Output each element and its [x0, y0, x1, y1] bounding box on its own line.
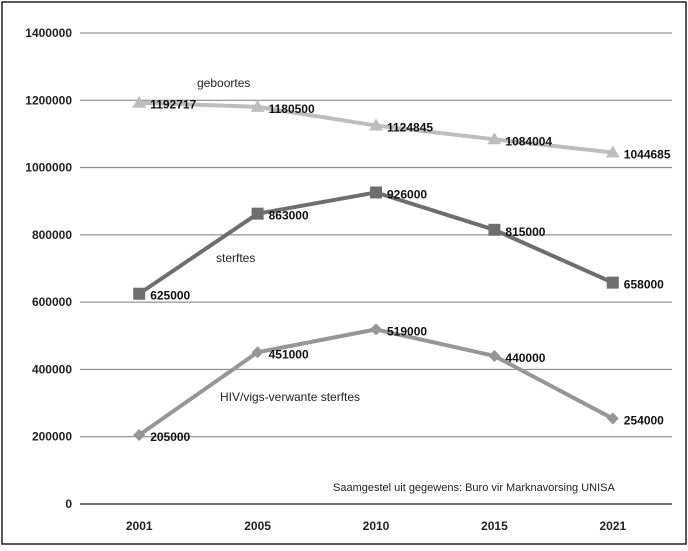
x-axis-ticks: 2001 2005 2010 2015 2021: [126, 519, 627, 533]
data-point: [370, 186, 382, 199]
data-label: 625000: [150, 289, 190, 303]
data-point: [369, 118, 383, 131]
data-label: 1192717: [150, 98, 196, 112]
data-point: [606, 412, 619, 425]
data-label: 1044685: [624, 148, 671, 162]
y-axis-ticks: 0 200000 400000 600000 800000 1000000 1200000 1…: [25, 26, 72, 511]
data-label: 205000: [150, 430, 190, 444]
gridlines: [80, 32, 672, 438]
data-label: 815000: [505, 225, 545, 239]
x-tick-label: 2015: [481, 519, 508, 533]
data-point: [251, 207, 264, 220]
x-tick-label: 2001: [126, 519, 153, 533]
data-label: 440000: [505, 351, 545, 365]
data-point: [605, 145, 620, 158]
y-tick-label: 1400000: [25, 26, 72, 40]
data-point: [251, 346, 264, 359]
source-note: Saamgestel uit gegewens: Buro vir Markna…: [333, 482, 616, 494]
x-tick-label: 2005: [244, 519, 271, 533]
data-label: 1124845: [387, 121, 433, 135]
data-point: [487, 132, 502, 145]
data-label: 658000: [624, 278, 664, 292]
data-point: [488, 223, 501, 236]
data-point: [488, 349, 501, 362]
y-tick-label: 400000: [32, 362, 72, 376]
data-label: 1180500: [269, 102, 315, 116]
data-point: [133, 429, 146, 442]
series-label-sterftes: sterftes: [216, 251, 255, 265]
y-tick-label: 800000: [32, 228, 72, 242]
y-tick-label: 1200000: [25, 93, 72, 107]
y-tick-label: 1000000: [25, 161, 72, 175]
y-tick-label: 0: [65, 497, 72, 511]
data-label: 1084004: [505, 134, 552, 148]
y-tick-label: 600000: [32, 295, 72, 309]
data-point: [606, 276, 619, 289]
data-label: 926000: [387, 187, 427, 201]
series-label-geboortes: geboortes: [197, 76, 250, 90]
y-tick-label: 200000: [32, 430, 72, 444]
data-point: [370, 323, 382, 336]
series-group: 1192717 1180500 1124845 1084004 1044685 62500…: [132, 95, 671, 444]
data-point: [132, 95, 147, 108]
data-point: [250, 99, 265, 112]
series-label-hiv-sterftes: HIV/vigs-verwante sterftes: [220, 390, 360, 404]
x-tick-label: 2010: [363, 519, 390, 533]
x-tick-label: 2021: [599, 519, 626, 533]
data-point: [133, 287, 146, 300]
data-label: 519000: [387, 324, 427, 338]
data-label: 863000: [269, 209, 309, 223]
data-label: 451000: [269, 347, 309, 361]
data-label: 254000: [624, 414, 664, 428]
